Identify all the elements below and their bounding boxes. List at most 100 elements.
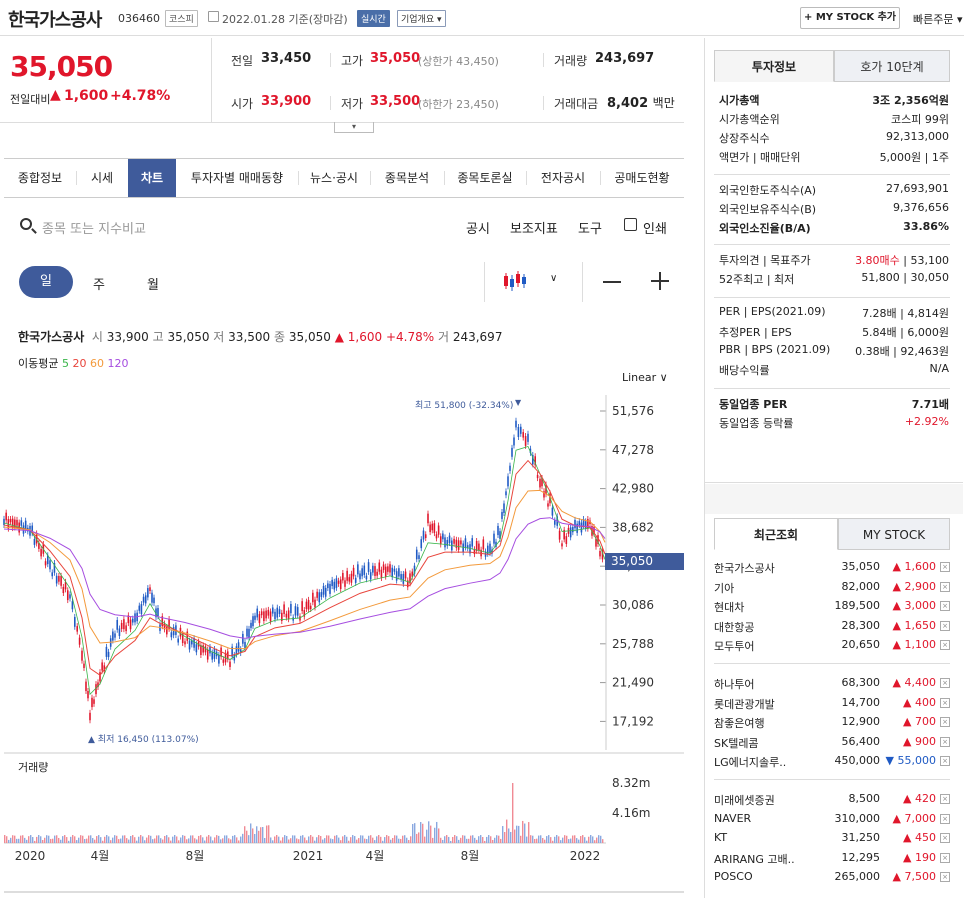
remove-icon[interactable]: × xyxy=(940,736,950,747)
quick-order-button[interactable]: 빠른주문 ▾ xyxy=(913,13,963,26)
recent-stock-row[interactable]: ARIRANG 고배.. 12,295 ▲ 190 × xyxy=(714,851,950,871)
divider xyxy=(330,96,331,110)
volume-bar xyxy=(142,836,144,843)
volume-bar xyxy=(380,836,382,843)
remove-icon[interactable]: × xyxy=(940,678,950,688)
zoom-out-icon[interactable] xyxy=(603,281,621,283)
remove-icon[interactable]: × xyxy=(940,813,950,824)
volume-bar xyxy=(550,837,552,843)
candle-body xyxy=(318,592,321,603)
recent-stock-row[interactable]: 현대차 189,500 ▲ 3,000 × xyxy=(714,599,950,619)
notice-button[interactable]: 공시 xyxy=(466,222,490,237)
recent-stock-row[interactable]: 대한항공 28,300 ▲ 1,650 × xyxy=(714,619,950,639)
recent-stock-row[interactable]: 하나투어 68,300 ▲ 4,400 × xyxy=(714,676,950,696)
realtime-badge[interactable]: 실시간 xyxy=(357,10,390,27)
recent-stock-row[interactable]: 롯데관광개발 14,700 ▲ 400 × xyxy=(714,696,950,716)
candle-body xyxy=(252,616,254,627)
print-button[interactable]: 인쇄 xyxy=(643,222,667,237)
add-my-stock-button[interactable]: + MY STOCK 추가 xyxy=(800,7,900,29)
recent-stock-row[interactable]: SK텔레콤 56,400 ▲ 900 × xyxy=(714,735,950,755)
candlestick-icon[interactable] xyxy=(503,270,527,292)
remove-icon[interactable]: × xyxy=(940,640,950,651)
remove-icon[interactable]: × xyxy=(940,697,950,708)
candle-body xyxy=(161,616,164,627)
tab-my-stock[interactable]: MY STOCK xyxy=(838,518,950,550)
remove-icon[interactable]: × xyxy=(940,794,950,804)
candle-body xyxy=(204,646,207,653)
tools-button[interactable]: 도구 xyxy=(578,222,602,237)
price-box xyxy=(0,38,212,122)
remove-icon[interactable]: × xyxy=(940,581,950,592)
volume-bar xyxy=(394,835,396,843)
volume-bar xyxy=(62,836,64,843)
remove-icon[interactable]: × xyxy=(940,756,950,767)
tab-short-selling[interactable]: 공매도현황 xyxy=(614,171,670,185)
zoom-in-icon[interactable] xyxy=(651,272,669,290)
volume-bar xyxy=(118,839,120,843)
remove-icon[interactable]: × xyxy=(940,833,950,844)
volume-bar xyxy=(402,835,404,843)
recent-stock-row[interactable]: KT 31,250 ▲ 450 × xyxy=(714,831,950,851)
volume-bar xyxy=(578,839,580,843)
chevron-down-icon[interactable]: ∨ xyxy=(550,273,558,284)
recent-stock-row[interactable]: NAVER 310,000 ▲ 7,000 × xyxy=(714,812,950,832)
tab-quote[interactable]: 시세 xyxy=(90,171,114,185)
collapse-toggle-button[interactable]: ▾ xyxy=(334,122,374,133)
tab-discussion[interactable]: 종목토론실 xyxy=(457,171,513,185)
recent-stock-row[interactable]: LG에너지솔루.. 450,000 ▼ 55,000 × xyxy=(714,754,950,774)
remove-icon[interactable]: × xyxy=(940,620,950,631)
tab-hoga[interactable]: 호가 10단계 xyxy=(834,50,950,82)
tab-news[interactable]: 뉴스·공시 xyxy=(310,171,358,185)
printer-icon xyxy=(624,218,637,231)
volume-bar xyxy=(18,838,20,843)
tab-overview[interactable]: 종합정보 xyxy=(17,171,63,185)
period-day-button[interactable]: 일 xyxy=(19,266,73,298)
candle-body xyxy=(380,569,383,578)
recent-stock-row[interactable]: 기아 82,000 ▲ 2,900 × xyxy=(714,580,950,600)
remove-icon[interactable]: × xyxy=(940,562,950,572)
candle-body xyxy=(66,590,69,601)
tab-recent[interactable]: 최근조회 xyxy=(714,518,838,550)
period-month-button[interactable]: 월 xyxy=(147,278,159,293)
tab-invest-info[interactable]: 투자정보 xyxy=(714,50,834,82)
volume-bar xyxy=(98,835,100,843)
volume-bar xyxy=(528,822,530,843)
recent-stock-row[interactable]: 미래에셋증권 8,500 ▲ 420 × xyxy=(714,792,950,812)
volume-bar xyxy=(238,840,240,843)
candle-body xyxy=(541,477,543,487)
remove-icon[interactable]: × xyxy=(940,717,950,728)
volume-bar xyxy=(504,832,506,843)
volume-bar xyxy=(542,838,544,843)
period-week-button[interactable]: 주 xyxy=(93,278,105,293)
candle-body xyxy=(177,638,179,643)
recent-stock-row[interactable]: 한국가스공사 35,050 ▲ 1,600 × xyxy=(714,560,950,580)
volume-bar xyxy=(580,836,582,843)
remove-icon[interactable]: × xyxy=(940,872,950,883)
tab-disclosure[interactable]: 전자공시 xyxy=(540,171,586,185)
tab-analysis[interactable]: 종목분석 xyxy=(384,171,430,185)
candle-body xyxy=(285,613,288,618)
company-overview-dropdown[interactable]: 기업개요 ▾ xyxy=(397,10,446,27)
tab-investor-trading[interactable]: 투자자별 매매동향 xyxy=(190,171,284,185)
volume-bar xyxy=(494,837,496,843)
volume-bar xyxy=(302,835,304,843)
price-chart[interactable]: 51,57647,27842,98038,68234,38430,08625,7… xyxy=(0,395,700,895)
recent-stock-row[interactable]: POSCO 265,000 ▲ 7,500 × xyxy=(714,870,950,890)
recent-stock-row[interactable]: 참좋은여행 12,900 ▲ 700 × xyxy=(714,715,950,735)
candle-body xyxy=(491,549,493,554)
recent-stock-row[interactable]: 모두투어 20,650 ▲ 1,100 × xyxy=(714,638,950,658)
candle-body xyxy=(193,638,195,648)
volume-bar xyxy=(362,835,364,843)
candle-body xyxy=(543,491,545,498)
tab-chart[interactable]: 차트 xyxy=(128,159,176,197)
candle-body xyxy=(395,571,398,581)
volume-bar xyxy=(160,838,162,843)
volume-bar xyxy=(584,837,586,843)
remove-icon[interactable]: × xyxy=(940,601,950,612)
scale-dropdown[interactable]: Linear ∨ xyxy=(622,371,668,384)
volume-bar xyxy=(290,838,292,843)
candle-body xyxy=(296,607,299,616)
indicator-button[interactable]: 보조지표 xyxy=(510,222,558,237)
remove-icon[interactable]: × xyxy=(940,852,950,863)
compare-search-input[interactable]: 종목 또는 지수비교 xyxy=(42,222,146,237)
